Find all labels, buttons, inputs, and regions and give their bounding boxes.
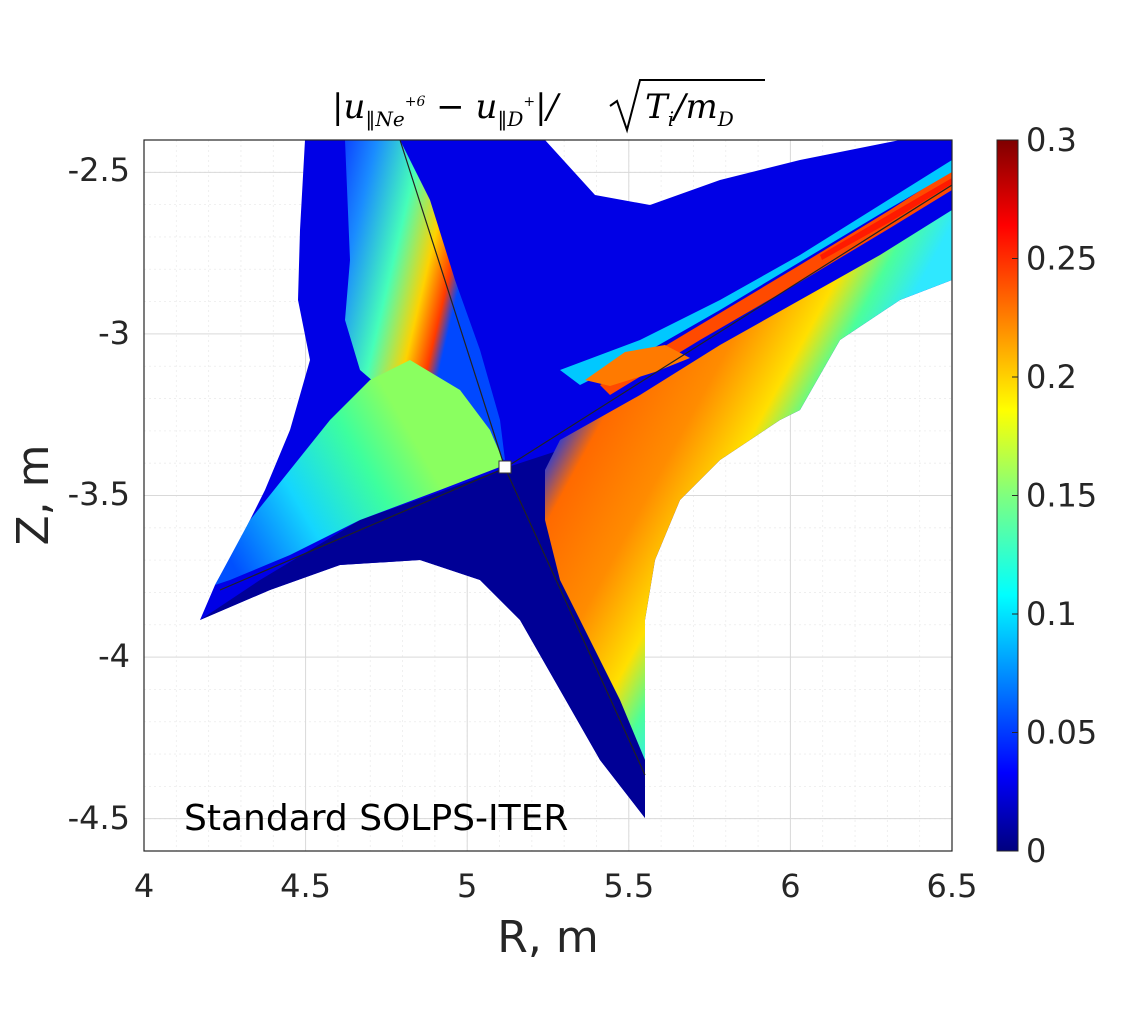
plot-frame <box>143 139 953 852</box>
x-tick-4: 4 <box>134 867 154 905</box>
title-sup2: + <box>523 94 535 110</box>
x-tick-5-5: 5.5 <box>603 867 654 905</box>
title-sub2: ‖D <box>497 107 523 132</box>
title-ti: T <box>645 87 670 127</box>
y-tick-4: -4 <box>98 637 130 675</box>
colorbar-tick-label: 0.3 <box>1026 121 1077 159</box>
y-tick-labels: -2.5 -3 -3.5 -4 -4.5 <box>68 151 130 837</box>
contour-region-lower <box>200 450 645 818</box>
x-tick-5: 5 <box>457 867 477 905</box>
contour-field <box>200 140 952 818</box>
contour-band-upper <box>560 160 952 385</box>
colorbar-tick-label: 0.05 <box>1026 714 1097 752</box>
y-tick-2-5: -2.5 <box>68 151 130 189</box>
contour-band-channel <box>600 170 952 395</box>
x-tick-6-5: 6.5 <box>927 867 978 905</box>
svg-text:Ti/mD: Ti/mD <box>645 87 734 131</box>
x-point-marker <box>498 460 512 474</box>
x-tick-4-5: 4.5 <box>280 867 331 905</box>
colorbar-tick-label: 0 <box>1026 832 1046 870</box>
colorbar-tick-label: 0.2 <box>1026 358 1077 396</box>
title-sup1: +6 <box>405 94 426 110</box>
colorbar-tick-label: 0.1 <box>1026 595 1077 633</box>
contour-band-channel-core <box>820 178 952 260</box>
colorbar-ticks: 0 0.05 0.1 0.15 0.2 0.25 0.3 <box>1012 121 1097 870</box>
x-tick-labels: 4 4.5 5 5.5 6 6.5 <box>134 867 978 905</box>
chart-title: |u‖Ne+6 − u‖D+|/ Ti/mD <box>332 79 765 134</box>
y-tick-3-5: -3.5 <box>68 475 130 513</box>
y-tick-3: -3 <box>98 314 130 352</box>
title-ti-sub: i <box>668 107 674 131</box>
contour-band-pocket <box>585 345 690 386</box>
title-md-sub: D <box>717 107 734 131</box>
colorbar-tick-label: 0.15 <box>1026 477 1097 515</box>
x-axis-label: R, m <box>497 912 598 963</box>
contour-band-leg-in <box>215 360 505 585</box>
title-minus: − <box>425 87 475 127</box>
title-sub1: ‖Ne <box>365 107 404 132</box>
title-tail: |/ <box>535 87 561 127</box>
contour-band-outer <box>545 210 952 760</box>
title-sqrt-sign <box>609 79 765 134</box>
x-tick-6: 6 <box>780 867 800 905</box>
annotation-label: Standard SOLPS-ITER <box>184 798 568 839</box>
title-u2: u <box>475 87 497 127</box>
y-tick-4-5: -4.5 <box>68 799 130 837</box>
svg-text:|u‖Ne+6 − u‖D+|/: |u‖Ne+6 − u‖D+|/ <box>332 87 562 132</box>
title-u1: u <box>343 87 365 127</box>
title-slash-m: /m <box>671 87 718 127</box>
title-bar: | <box>332 87 343 127</box>
y-axis-label: Z, m <box>8 445 59 546</box>
colorbar-tick-label: 0.25 <box>1026 240 1097 278</box>
